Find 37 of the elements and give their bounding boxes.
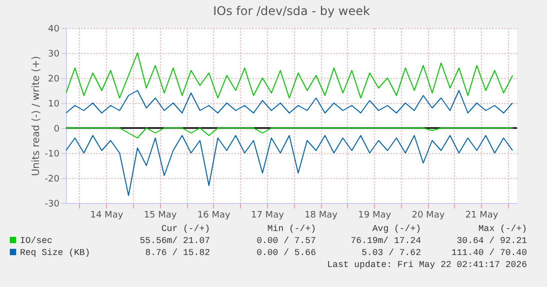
text: Avg (-/+) <box>372 224 421 234</box>
line-series <box>66 135 514 196</box>
line-series <box>66 128 514 138</box>
y-tick-label: 30 <box>48 50 60 60</box>
text: 30.64 / 92.21 <box>456 236 527 246</box>
text: Min (-/+) <box>267 224 316 234</box>
x-tick-label: 15 May <box>144 210 178 220</box>
text: 111.40 / 70.40 <box>451 248 527 258</box>
legend-label: Req Size (KB) <box>20 248 90 258</box>
x-tick-label: 19 May <box>358 210 392 220</box>
text: 0.00 / 7.57 <box>256 236 316 246</box>
line-series <box>66 90 514 114</box>
text: Last update: Fri May 22 02:41:17 2026 <box>327 260 527 270</box>
x-tick-label: 14 May <box>90 210 124 220</box>
y-tick-label: 40 <box>48 24 60 34</box>
y-tick-label: 0 <box>54 124 60 134</box>
x-tick-label: 20 May <box>412 210 446 220</box>
y-tick-label: 10 <box>48 100 60 110</box>
chart-title: IOs for /dev/sda - by week <box>213 4 370 18</box>
text: 76.19m/ 17.24 <box>350 236 421 246</box>
y-tick-label: -10 <box>44 150 60 160</box>
x-tick-label: 17 May <box>250 210 285 220</box>
x-tick-label: 16 May <box>197 210 231 220</box>
x-tick-label: 21 May <box>465 210 499 220</box>
y-tick-label: -20 <box>44 174 60 184</box>
y-tick-label: -30 <box>44 200 60 210</box>
line-series <box>66 52 514 98</box>
x-tick-label: 18 May <box>304 210 338 220</box>
text: Cur (-/+) <box>161 224 210 234</box>
text: Max (-/+) <box>478 224 527 234</box>
legend-label: IO/sec <box>20 236 52 246</box>
text: 55.56m/ 21.07 <box>140 236 210 246</box>
y-axis-title: Units read (-) / write (+) <box>30 56 42 176</box>
text: 0.00 / 5.66 <box>256 248 316 258</box>
text: 8.76 / 15.82 <box>145 248 210 258</box>
y-tick-label: 20 <box>48 74 60 84</box>
text: 5.03 / 7.62 <box>362 248 421 258</box>
